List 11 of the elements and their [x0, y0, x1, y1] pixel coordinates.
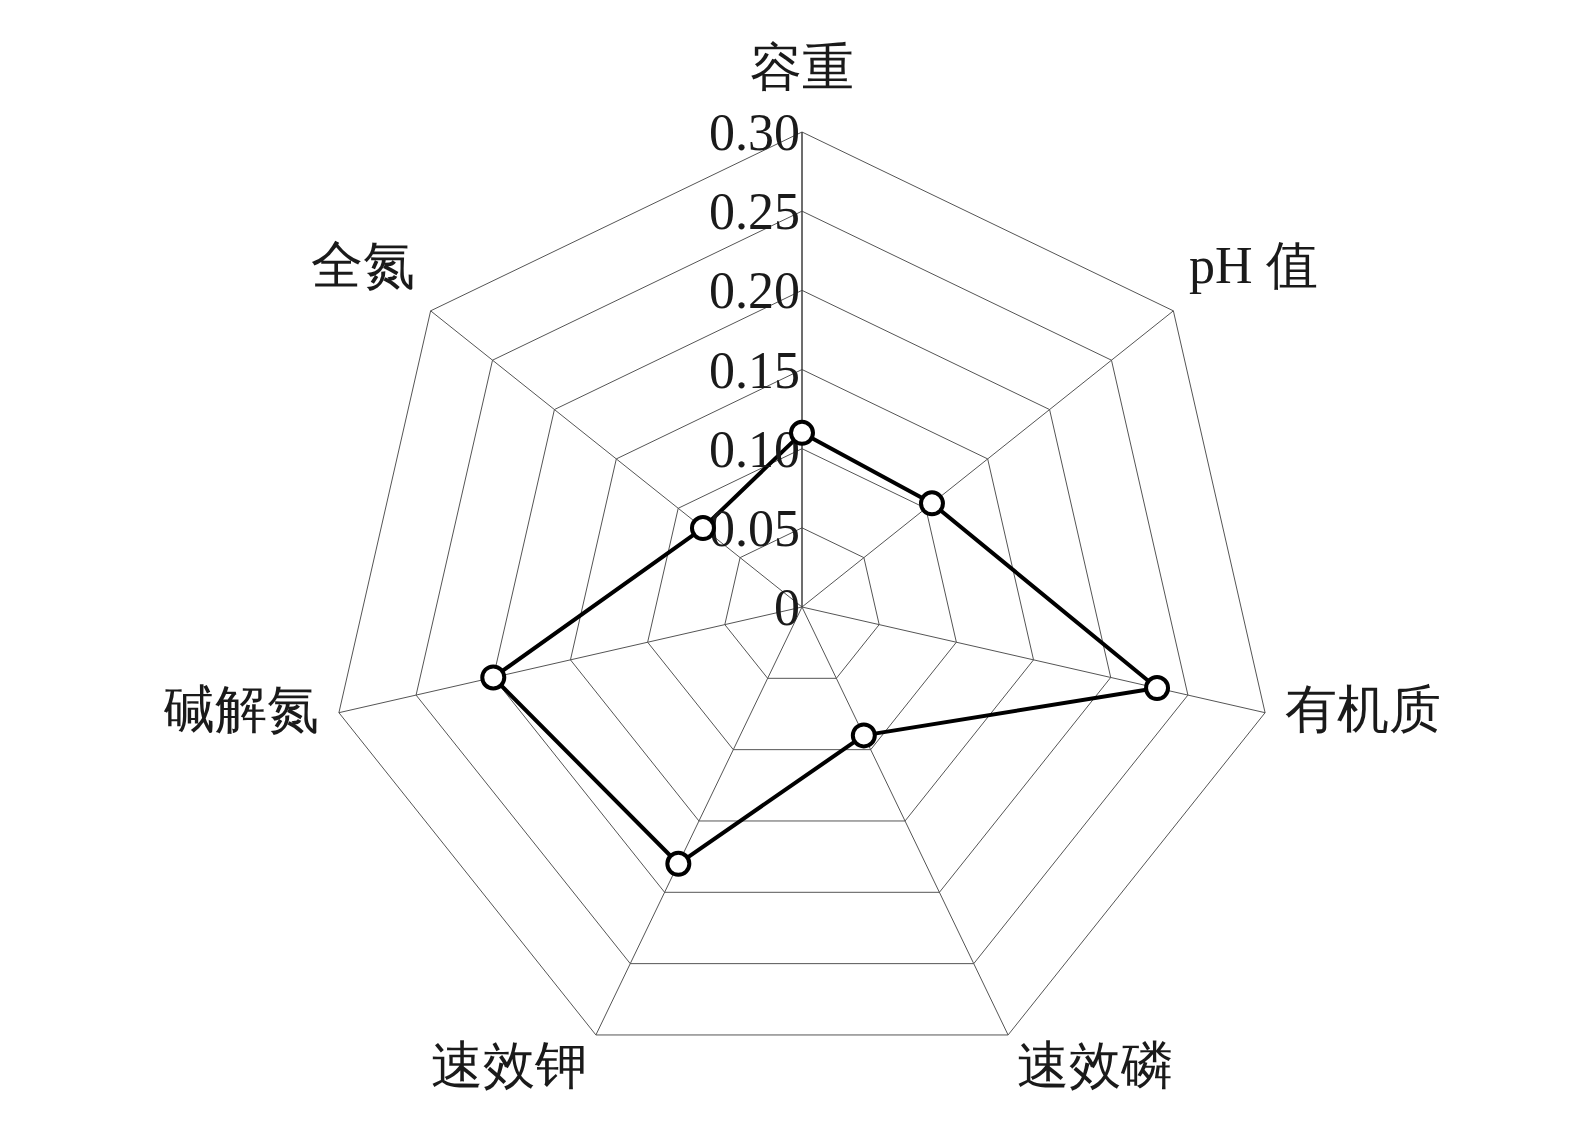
spoke-label: 容重	[750, 38, 854, 96]
y-tick-label: 0.15	[709, 341, 800, 398]
y-tick-label: 0.25	[709, 182, 800, 240]
spoke-label: 有机质	[1284, 680, 1441, 738]
spoke-label: 全氮	[310, 236, 415, 294]
y-tick-label: 0.30	[709, 103, 800, 161]
spoke-label: pH 值	[1189, 236, 1318, 294]
spoke-label: 速效钾	[431, 1036, 588, 1094]
y-tick-label: 0.20	[709, 261, 800, 319]
spoke-label: 速效磷	[1016, 1036, 1173, 1094]
spoke-label: 碱解氮	[163, 680, 320, 738]
